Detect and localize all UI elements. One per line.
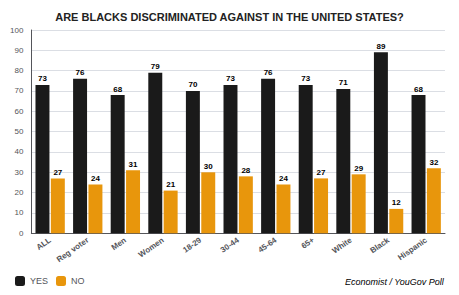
- svg-text:21: 21: [166, 180, 175, 189]
- svg-text:24: 24: [279, 174, 288, 183]
- svg-text:45-64: 45-64: [256, 235, 278, 254]
- svg-text:Economist / YouGov Poll: Economist / YouGov Poll: [345, 277, 445, 287]
- svg-text:ARE BLACKS DISCRIMINATED AGAIN: ARE BLACKS DISCRIMINATED AGAINST IN THE …: [55, 11, 404, 23]
- svg-text:68: 68: [414, 85, 423, 94]
- svg-text:YES: YES: [30, 276, 48, 286]
- svg-text:29: 29: [354, 164, 363, 173]
- svg-text:40: 40: [14, 147, 23, 156]
- svg-text:Reg voter: Reg voter: [55, 236, 90, 265]
- svg-text:68: 68: [113, 85, 122, 94]
- svg-text:White: White: [331, 235, 354, 255]
- svg-text:30: 30: [14, 168, 23, 177]
- svg-text:76: 76: [264, 68, 273, 77]
- svg-text:30-44: 30-44: [219, 235, 241, 254]
- svg-text:79: 79: [151, 62, 160, 71]
- svg-text:31: 31: [129, 160, 138, 169]
- svg-text:71: 71: [339, 78, 348, 87]
- svg-text:20: 20: [14, 188, 23, 197]
- svg-text:90: 90: [14, 46, 23, 55]
- svg-text:Hispanic: Hispanic: [396, 235, 429, 262]
- svg-text:18-29: 18-29: [181, 235, 203, 254]
- svg-text:28: 28: [241, 166, 250, 175]
- svg-text:65+: 65+: [300, 235, 317, 250]
- svg-text:50: 50: [14, 127, 23, 136]
- svg-text:Black: Black: [369, 235, 392, 255]
- svg-text:70: 70: [188, 80, 197, 89]
- svg-text:Women: Women: [137, 236, 166, 260]
- svg-text:30: 30: [204, 162, 213, 171]
- svg-text:27: 27: [317, 168, 326, 177]
- svg-text:60: 60: [14, 107, 23, 116]
- svg-text:89: 89: [376, 42, 385, 51]
- svg-text:100: 100: [10, 26, 24, 35]
- svg-text:80: 80: [14, 66, 23, 75]
- svg-text:NO: NO: [71, 276, 85, 286]
- svg-text:Men: Men: [110, 236, 128, 253]
- svg-text:73: 73: [226, 74, 235, 83]
- svg-text:ALL: ALL: [35, 236, 53, 252]
- svg-text:73: 73: [38, 74, 47, 83]
- svg-text:12: 12: [392, 198, 401, 207]
- svg-text:73: 73: [301, 74, 310, 83]
- svg-text:32: 32: [429, 158, 438, 167]
- svg-text:76: 76: [76, 68, 85, 77]
- svg-text:0: 0: [19, 229, 24, 238]
- svg-text:70: 70: [14, 86, 23, 95]
- svg-text:24: 24: [91, 174, 100, 183]
- svg-text:10: 10: [14, 208, 23, 217]
- svg-text:27: 27: [53, 168, 62, 177]
